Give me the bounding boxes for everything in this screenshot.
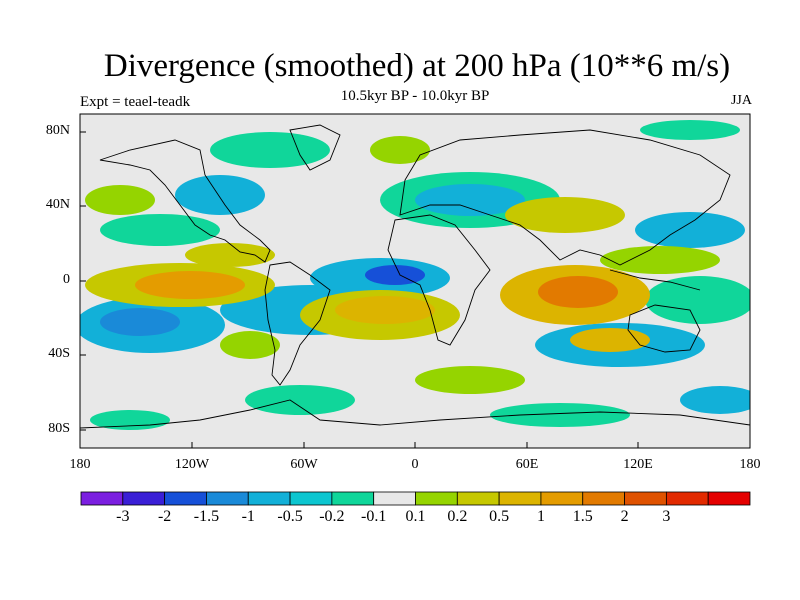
lat-tick-label: 80N (45, 123, 70, 138)
colorbar-swatch (206, 491, 249, 506)
colorbar-label: -0.1 (361, 508, 387, 525)
lon-tick-label: 120E (623, 457, 653, 472)
colorbar-swatch (582, 491, 625, 506)
divergence-region (505, 197, 625, 233)
divergence-region (538, 276, 618, 308)
lon-tick-label: 60W (290, 457, 318, 472)
divergence-region (635, 212, 745, 248)
colorbar-label: 2 (620, 508, 629, 525)
lat-tick-label: 40S (48, 346, 70, 361)
coastline-maritime-continent (609, 269, 701, 291)
divergence-region (135, 271, 245, 299)
coastline-australia (627, 304, 701, 353)
lat-tick-label: 40N (45, 197, 70, 212)
divergence-region (100, 308, 180, 336)
coastline-south-america (264, 261, 331, 386)
coastline-eurasia (399, 129, 731, 266)
coastline-antarctica (79, 399, 751, 429)
colorbar-swatch (415, 491, 458, 506)
coastline-africa (387, 214, 491, 346)
divergence-region (365, 265, 425, 285)
divergence-region (245, 385, 355, 415)
divergence-region (490, 403, 630, 427)
colorbar-swatch (707, 491, 751, 506)
colorbar-swatch (164, 491, 207, 506)
divergence-region (370, 136, 430, 164)
colorbar-label: 3 (662, 508, 671, 525)
colorbar-label: -0.2 (319, 508, 345, 525)
colorbar-swatch (498, 491, 542, 506)
map-title: Divergence (smoothed) at 200 hPa (10**6 … (103, 48, 731, 84)
divergence-region (220, 331, 280, 359)
divergence-region (175, 175, 265, 215)
divergence-region (645, 276, 750, 324)
colorbar-label: 0.2 (447, 508, 468, 525)
colorbar-swatch (247, 491, 291, 506)
colorbar-swatch (624, 491, 667, 506)
lat-tick-label: 0 (63, 272, 70, 287)
season-label: JJA (730, 93, 752, 108)
divergence-region (210, 132, 330, 168)
divergence-region (335, 296, 435, 324)
divergence-region (600, 246, 720, 274)
divergence-region (185, 243, 275, 267)
lon-tick-label: 60E (515, 457, 539, 472)
colorbar-label: -2 (157, 508, 172, 525)
divergence-region (680, 386, 750, 414)
colorbar-swatch (289, 491, 333, 506)
colorbar-label: -1.5 (193, 508, 220, 525)
coastline-north-america (99, 139, 271, 263)
axis-ticks (80, 131, 639, 448)
colorbar-swatch (122, 491, 166, 506)
divergence-region (640, 120, 740, 140)
colorbar-label: 1.5 (572, 508, 593, 525)
map-subtitle: 10.5kyr BP - 10.0kyr BP (340, 88, 490, 104)
divergence-region (570, 328, 650, 352)
lat-tick-label: 80S (48, 421, 70, 436)
colorbar-label: -1 (241, 508, 255, 525)
colorbar-label: 0.1 (405, 508, 426, 525)
divergence-region (85, 185, 155, 215)
coastlines (79, 124, 751, 429)
divergence-region (100, 214, 220, 246)
colorbar-label: 1 (536, 508, 545, 525)
colorbar-swatch (540, 491, 584, 506)
colorbar-label: 0.5 (489, 508, 510, 525)
colorbar-label: -3 (116, 508, 130, 525)
experiment-label: Expt = teael-teadk (80, 94, 191, 110)
divergence-region (415, 184, 525, 216)
colorbar-swatch (373, 491, 416, 506)
colorbar-swatch (665, 491, 709, 506)
colorbar-label: -0.5 (277, 508, 303, 525)
lon-tick-label: 120W (174, 457, 210, 472)
lon-tick-label: 180 (69, 457, 91, 472)
colorbar (80, 491, 751, 506)
colorbar-swatch (331, 491, 375, 506)
colorbar-swatch (456, 491, 500, 506)
lon-tick-label: 0 (411, 457, 419, 472)
divergence-region (415, 366, 525, 394)
colorbar-swatch (80, 491, 124, 506)
lon-tick-label: 180 (739, 457, 761, 472)
coastline-greenland (289, 124, 341, 171)
divergence-field (80, 120, 750, 430)
